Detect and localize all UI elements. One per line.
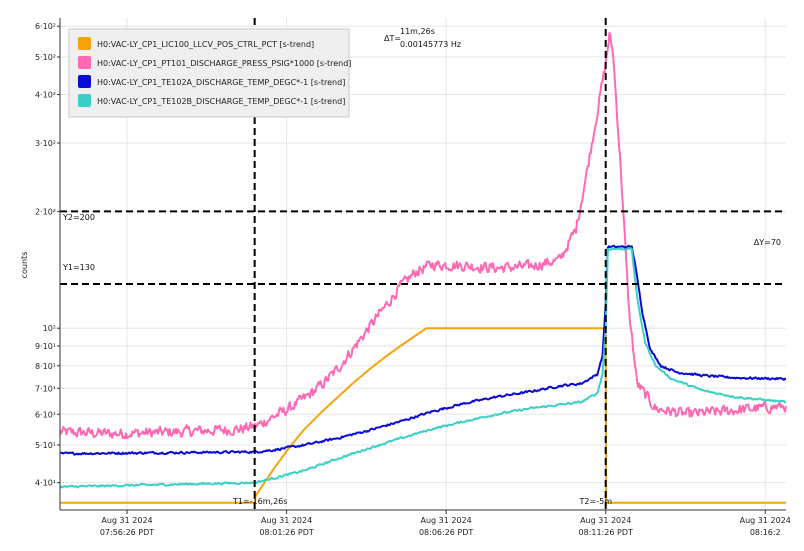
legend-label-1: H0:VAC-LY_CP1_PT101_DISCHARGE_PRESS_PSIG… [97, 59, 351, 68]
x-tick-label-date: Aug 31 2024 [261, 516, 312, 525]
t2-cursor-label: T2=-5m [579, 497, 613, 506]
legend-swatch-0 [78, 37, 91, 50]
legend: H0:VAC-LY_CP1_LIC100_LLCV_POS_CTRL_PCT [… [68, 28, 351, 118]
x-tick-label-date: Aug 31 2024 [740, 516, 791, 525]
y-tick-label: 7·10¹ [35, 384, 56, 393]
y-tick-label: 9·10¹ [35, 342, 56, 351]
delta-t-value: 11m,26s [400, 27, 435, 36]
y-tick-label: 4·10² [35, 91, 56, 100]
delta-t-frequency: 0.00145773 Hz [400, 40, 461, 49]
y-tick-label: 6·10² [35, 22, 56, 31]
legend-swatch-1 [78, 56, 91, 69]
y1-cursor-label: Y1=130 [62, 263, 95, 272]
legend-label-3: H0:VAC-LY_CP1_TE102B_DISCHARGE_TEMP_DEGC… [97, 97, 345, 106]
legend-box [68, 28, 350, 118]
x-tick-label-time: 07:56:26 PDT [100, 528, 154, 537]
t1-cursor-label: T1=-16m,26s [232, 497, 287, 506]
delta-y-label: ΔY=70 [754, 238, 781, 247]
x-tick-label-time: 08:16:2 [750, 528, 781, 537]
y-tick-label: 5·10² [35, 53, 56, 62]
y-tick-label: 5·10¹ [35, 441, 56, 450]
x-tick-label-time: 08:06:26 PDT [419, 528, 473, 537]
cursor-annotations: ΔT= 11m,26s 0.00145773 Hz ΔY=70 Y2=200 Y… [62, 27, 781, 506]
y-tick-label: 8·10¹ [35, 362, 56, 371]
series-line-3 [59, 247, 787, 489]
x-tick-label-time: 08:01:26 PDT [259, 528, 313, 537]
legend-label-0: H0:VAC-LY_CP1_LIC100_LLCV_POS_CTRL_PCT [… [97, 40, 314, 49]
series-line-1 [59, 31, 787, 440]
delta-t-label: ΔT= [384, 34, 401, 43]
x-tick-label-date: Aug 31 2024 [580, 516, 631, 525]
x-tick-label-date: Aug 31 2024 [101, 516, 152, 525]
legend-swatch-2 [78, 75, 91, 88]
x-tick-label-date: Aug 31 2024 [421, 516, 472, 525]
y-tick-label: 3·10² [35, 139, 56, 148]
y-axis-label: counts [20, 252, 29, 279]
y-tick-label: 6·10¹ [35, 410, 56, 419]
series-layer [59, 31, 787, 504]
y2-cursor-label: Y2=200 [62, 213, 95, 222]
y-tick-label: 10² [43, 324, 56, 333]
legend-label-2: H0:VAC-LY_CP1_TE102A_DISCHARGE_TEMP_DEGC… [97, 78, 345, 87]
x-tick-label-time: 08:11:26 PDT [579, 528, 633, 537]
y-tick-label: 2·10² [35, 207, 56, 216]
legend-swatch-3 [78, 94, 91, 107]
axis-layer: 4·10¹ 5·10¹ 6·10¹ 7·10¹ 8·10¹ 9·10¹ 10² 2·10² 3·… [35, 18, 791, 537]
y-tick-label: 4·10¹ [35, 479, 56, 488]
series-line-2 [59, 244, 787, 456]
